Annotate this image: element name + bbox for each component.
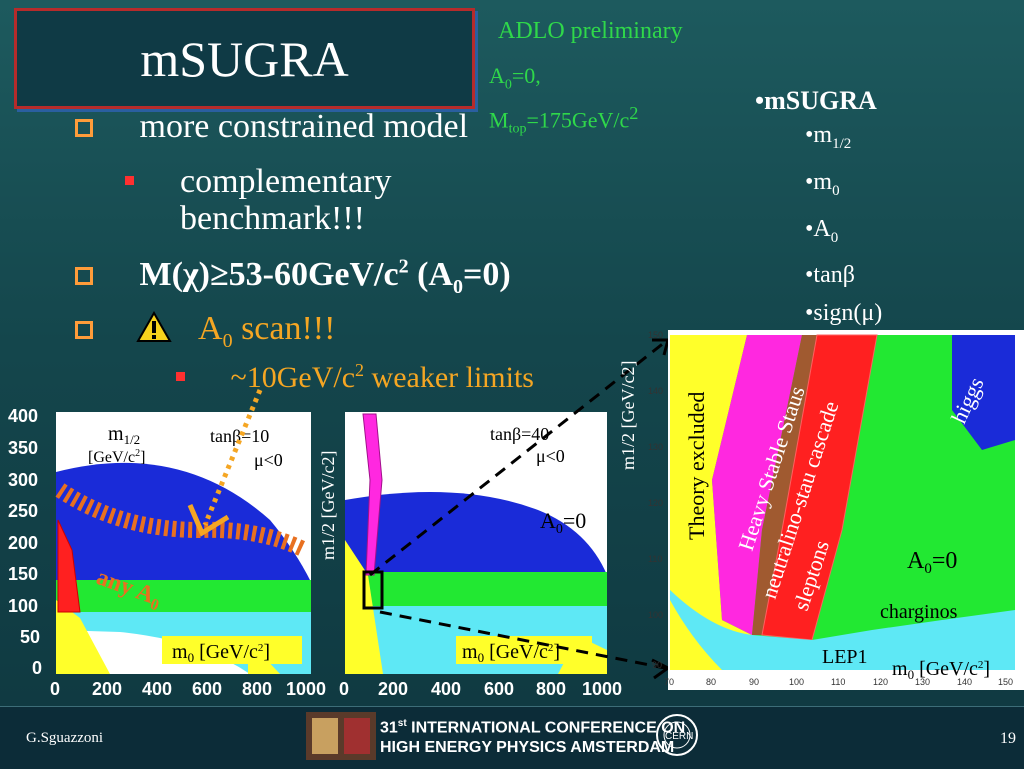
x-tick: 600 (192, 679, 222, 699)
parameter-list-heading: •mSUGRA (755, 86, 877, 115)
exclusion-plot-tanb40: tanβ=40 μ<0 A0=0 m1/2 [GeV/c2] 0 200 400… (318, 412, 622, 699)
cern-logo-icon: CERN (656, 714, 698, 756)
left-plot-ylabel: m1/2 (108, 423, 140, 447)
lep1-label: LEP1 (822, 646, 868, 668)
orange-arrow (187, 389, 263, 537)
warning-icon (135, 310, 172, 342)
right-plot-a0: A0=0 (907, 548, 957, 577)
y-tick: 130 (648, 442, 663, 452)
y-tick: 400 (8, 406, 38, 426)
y-tick: 90 (652, 660, 662, 670)
x-tick: 400 (431, 679, 461, 699)
x-tick: 1000 (286, 679, 326, 699)
y-tick: 140 (648, 386, 663, 396)
right-plot-x-ticks: 70 80 90 100 110 120 130 140 150 (664, 677, 1013, 687)
mid-plot-x-ticks: 0 200 400 600 800 1000 (339, 679, 622, 699)
exclusion-plot-tanb10: 400 350 300 250 200 150 100 50 0 0 200 4… (8, 406, 326, 699)
x-tick: 200 (378, 679, 408, 699)
x-tick: 80 (706, 677, 716, 687)
y-tick: 350 (8, 438, 38, 458)
parameter-item-sign-mu: •sign(μ) (805, 300, 883, 327)
mid-plot-xlabel: m0 [GeV/c2] (462, 641, 560, 665)
y-tick: 300 (8, 470, 38, 490)
box-bullet-icon (75, 321, 93, 339)
bullet-3: A0 scan!!! (75, 310, 335, 353)
left-plot-mu: μ<0 (254, 450, 283, 470)
y-tick: 0 (32, 658, 42, 678)
left-plot-ylabel-unit: [GeV/c2] (88, 448, 145, 466)
x-tick: 140 (957, 677, 972, 687)
x-tick: 90 (749, 677, 759, 687)
parameter-item-m0: •m0 (805, 168, 840, 199)
mid-plot-ylabel: m1/2 [GeV/c2] (318, 451, 338, 560)
mid-plot-tanb: tanβ=40 (490, 424, 549, 444)
x-tick: 800 (536, 679, 566, 699)
y-tick: 250 (8, 501, 38, 521)
left-plot-xlabel: m0 [GeV/c2] (172, 641, 270, 665)
left-plot-y-ticks: 400 350 300 250 200 150 100 50 0 (8, 406, 42, 678)
bullet-1a-line2: benchmark!!! (180, 200, 366, 237)
mid-plot-a0: A0=0 (540, 508, 586, 537)
x-tick: 0 (50, 679, 60, 699)
box-bullet-icon (75, 119, 93, 137)
x-tick: 200 (92, 679, 122, 699)
parameter-item-m12: •m1/2 (805, 122, 852, 152)
x-tick: 600 (484, 679, 514, 699)
slide-title: mSUGRA (140, 30, 349, 87)
charginos-label: charginos (880, 601, 958, 623)
y-tick: 120 (648, 498, 663, 508)
bullet-1a-line1: complementary (180, 163, 392, 200)
y-tick: 200 (8, 533, 38, 553)
x-tick: 130 (915, 677, 930, 687)
conference-logo-icon (306, 712, 376, 760)
conference-name: 31st INTERNATIONAL CONFERENCE ON HIGH EN… (380, 718, 686, 757)
square-bullet-icon (125, 176, 134, 185)
zoomed-exclusion-plot: 150 140 130 120 110 100 90 70 80 90 100 … (618, 330, 1024, 690)
y-tick: 100 (8, 596, 38, 616)
x-tick: 120 (873, 677, 888, 687)
theory-excluded-label: Theory excluded (684, 392, 709, 540)
parameter-item-a0: •A0 (805, 215, 839, 246)
x-tick: 1000 (582, 679, 622, 699)
bullet-1-text: more constrained model (139, 108, 469, 145)
y-tick: 50 (20, 627, 40, 647)
bullet-1: more constrained model (75, 108, 468, 146)
left-plot-tanb: tanβ=10 (210, 426, 269, 446)
y-tick: 110 (648, 554, 662, 564)
msugra-parameter-list: •mSUGRA •m1/2 •m0 •A0 •tanβ •sign(μ) (755, 86, 882, 332)
x-tick: 70 (664, 677, 674, 687)
mid-plot-mu: μ<0 (536, 446, 565, 466)
y-tick: 150 (8, 564, 38, 584)
parameter-item-tanb: •tanβ (805, 262, 855, 289)
x-tick: 110 (831, 677, 845, 687)
bullet-3a: ~10GeV/c2 weaker limits (176, 360, 534, 395)
x-tick: 150 (998, 677, 1013, 687)
left-plot-x-ticks: 0 200 400 600 800 1000 (50, 679, 326, 699)
author-name: G.Sguazzoni (26, 730, 104, 746)
x-tick: 100 (789, 677, 804, 687)
svg-text:CERN: CERN (665, 731, 693, 742)
y-tick: 150 (648, 330, 663, 340)
bullet-1a: complementary benchmark!!! (125, 163, 391, 237)
right-plot-ylabel: m1/2 [GeV/c2] (618, 361, 638, 470)
bullet-2: M(χ)≥53-60GeV/c2 (A0=0) (75, 256, 511, 299)
x-tick: 400 (142, 679, 172, 699)
square-bullet-icon (176, 372, 185, 381)
adlo-preliminary-label: ADLO preliminary (498, 18, 683, 44)
parameter-note: A0=0, Mtop=175GeV/c2 (489, 63, 639, 138)
right-plot-y-ticks: 150 140 130 120 110 100 90 (648, 330, 663, 670)
right-plot-xlabel: m0 [GeV/c2] (892, 658, 990, 682)
slide-title-box: mSUGRA (14, 8, 475, 109)
y-tick: 100 (648, 610, 663, 620)
box-bullet-icon (75, 267, 93, 286)
page-number: 19 (1000, 730, 1016, 747)
x-tick: 800 (242, 679, 272, 699)
x-tick: 0 (339, 679, 349, 699)
footer-bar (0, 706, 1024, 769)
